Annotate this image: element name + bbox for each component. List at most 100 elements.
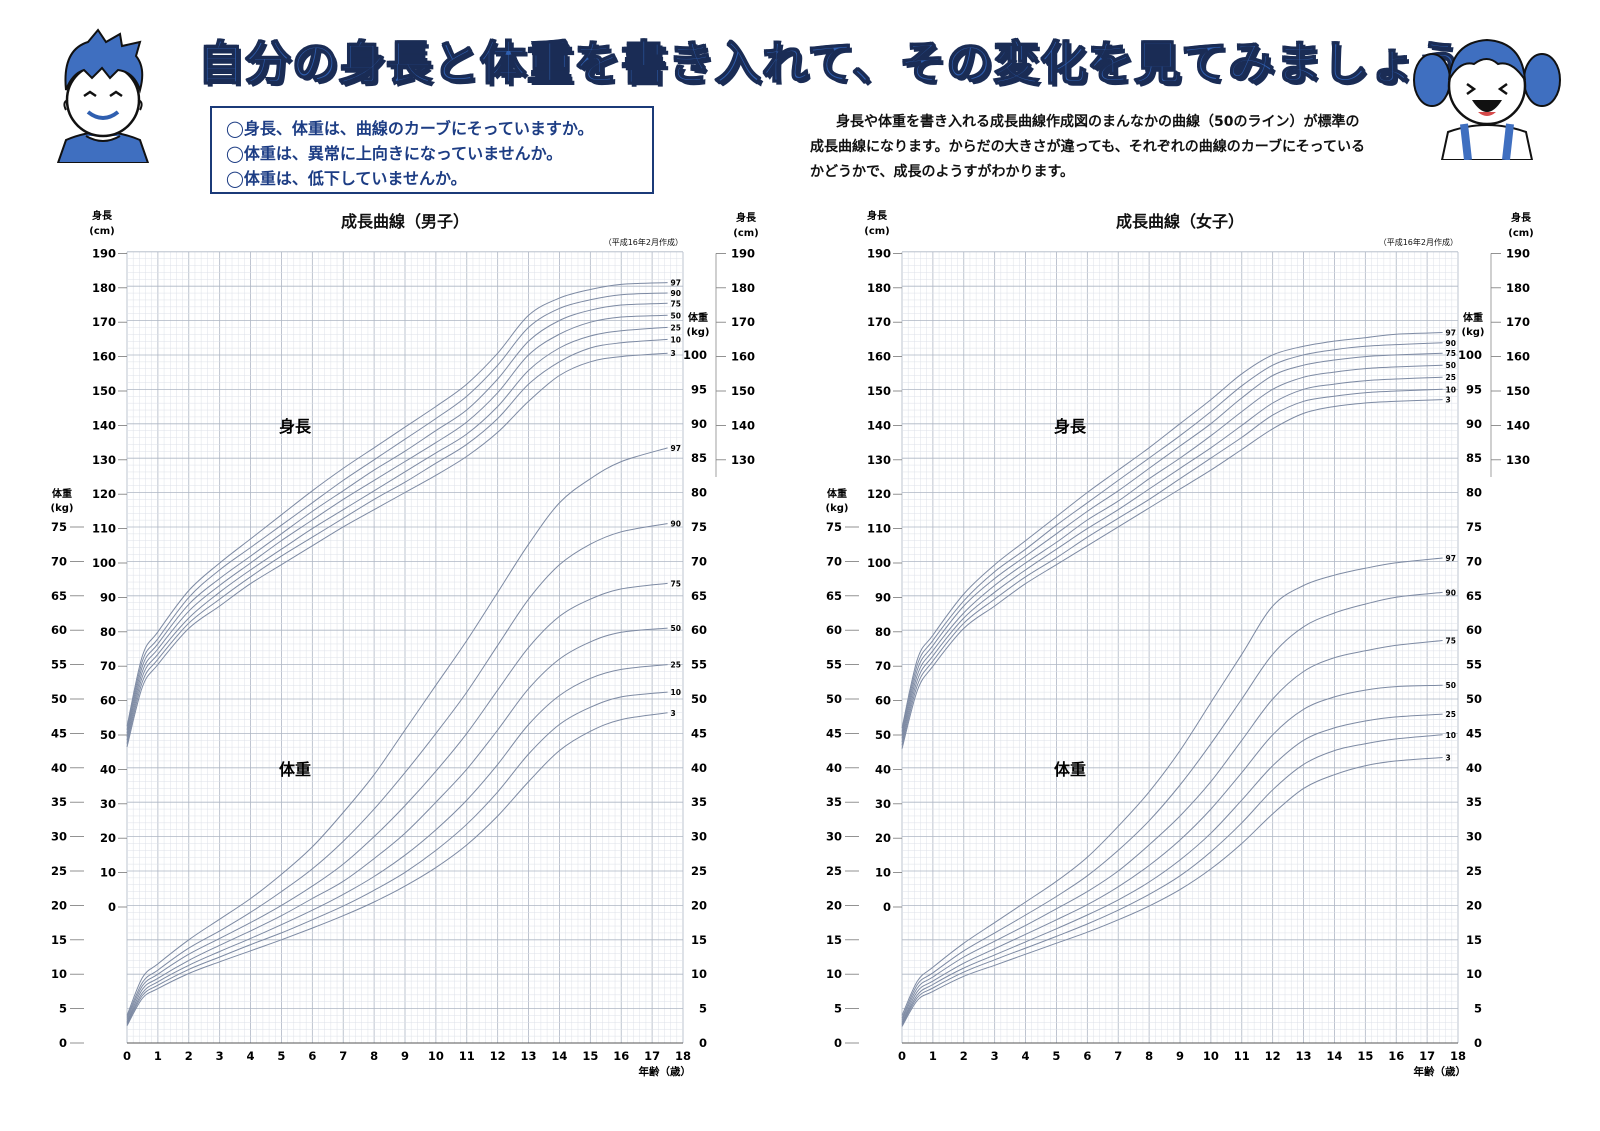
x-tick: 2: [185, 1049, 193, 1063]
x-tick: 8: [370, 1049, 378, 1063]
height-section-label: 身長: [279, 417, 312, 436]
left-height-tick: 50: [100, 728, 116, 742]
left-height-axis-label: 身長: [92, 209, 113, 222]
checklist-box: ◯身長、体重は、曲線のカーブにそっていますか。 ◯体重は、異常に上向きになってい…: [210, 106, 654, 194]
chart-note: （平成16年2月作成）: [1379, 237, 1458, 247]
right-weight-tick: 50: [1466, 692, 1482, 706]
height-section-label: 身長: [1054, 417, 1087, 436]
right-weight-tick: 15: [691, 933, 707, 947]
left-weight-tick: 65: [51, 589, 67, 603]
right-weight-axis-label: 体重: [1463, 311, 1483, 324]
x-tick: 4: [1022, 1049, 1030, 1063]
left-height-tick: 160: [867, 350, 891, 364]
right-weight-tick: 25: [1466, 864, 1482, 878]
weight-curve-10: [126, 691, 668, 1025]
weight-curve-50: [126, 627, 668, 1022]
right-height-tick: 140: [731, 418, 755, 432]
right-weight-tick: 80: [1466, 486, 1482, 500]
x-tick: 7: [1114, 1049, 1122, 1063]
left-height-tick: 140: [867, 418, 891, 432]
x-tick: 13: [521, 1049, 537, 1063]
right-height-tick: 190: [731, 246, 755, 260]
x-tick: 15: [582, 1049, 598, 1063]
left-weight-tick: 70: [826, 554, 842, 568]
left-height-tick: 180: [867, 281, 891, 295]
x-tick: 18: [1450, 1049, 1466, 1063]
left-height-tick: 130: [92, 453, 116, 467]
explanation-line: 成長曲線になります。からだの大きさが違っても、それぞれの曲線のカーブにそっている: [810, 139, 1365, 155]
weight-curve-label: 25: [671, 661, 681, 670]
left-weight-tick: 30: [826, 830, 842, 844]
left-weight-tick: 15: [51, 933, 67, 947]
height-curve-97: [901, 332, 1443, 729]
x-tick: 9: [1176, 1049, 1184, 1063]
x-tick: 10: [428, 1049, 444, 1063]
girl-mascot-icon: [1413, 38, 1561, 160]
height-curve-90: [901, 342, 1443, 732]
x-tick: 5: [277, 1049, 285, 1063]
right-weight-tick: 75: [1466, 520, 1482, 534]
x-tick: 8: [1145, 1049, 1153, 1063]
explanation-text: 身長や体重を書き入れる成長曲線作成図のまんなかの曲線（50のライン）が標準の 成…: [810, 110, 1406, 185]
left-height-tick: 50: [875, 728, 891, 742]
x-tick: 7: [339, 1049, 347, 1063]
x-tick: 3: [216, 1049, 224, 1063]
left-weight-tick: 50: [51, 692, 67, 706]
height-curve-75: [126, 302, 668, 734]
right-weight-tick: 90: [1466, 417, 1482, 431]
weight-curve-label: 25: [1446, 710, 1456, 719]
left-height-tick: 30: [875, 797, 891, 811]
explanation-line: かどうかで、成長のようすがわかります。: [810, 164, 1075, 180]
left-height-tick: 120: [867, 487, 891, 501]
height-curve-10: [126, 338, 668, 744]
right-weight-tick: 5: [1474, 1002, 1482, 1016]
right-height-tick: 160: [1506, 350, 1530, 364]
weight-curve-97: [901, 557, 1443, 1016]
right-height-tick: 150: [731, 384, 755, 398]
x-tick: 17: [644, 1049, 660, 1063]
left-weight-tick: 25: [51, 864, 67, 878]
x-tick: 4: [247, 1049, 255, 1063]
grid: [126, 251, 684, 1044]
left-weight-tick: 0: [59, 1036, 67, 1050]
x-tick: 1: [929, 1049, 937, 1063]
left-weight-tick: 5: [59, 1002, 67, 1016]
left-weight-axis-label: 体重: [827, 487, 847, 500]
left-height-tick: 40: [875, 762, 891, 776]
left-height-tick: 90: [875, 590, 891, 604]
right-weight-tick: 95: [691, 382, 707, 396]
right-height-tick: 150: [1506, 384, 1530, 398]
page-title: 自分の身長と体重を書き入れて、その変化を見てみましょう: [197, 35, 1464, 91]
right-weight-tick: 65: [691, 589, 707, 603]
left-height-tick: 0: [108, 900, 116, 914]
weight-curve-50: [901, 684, 1443, 1023]
height-curve-10: [901, 388, 1443, 746]
left-height-axis-unit: (cm): [864, 226, 890, 237]
left-weight-axis-unit: (kg): [51, 503, 74, 514]
x-tick: 14: [551, 1049, 567, 1063]
weight-curve-label: 3: [1446, 753, 1451, 762]
x-tick: 13: [1296, 1049, 1312, 1063]
left-height-tick: 60: [100, 694, 116, 708]
weight-curve-label: 50: [671, 624, 681, 633]
right-weight-tick: 20: [691, 898, 707, 912]
right-weight-tick: 85: [1466, 451, 1482, 465]
right-weight-axis-unit: (kg): [687, 327, 710, 338]
left-weight-tick: 40: [826, 761, 842, 775]
left-height-tick: 80: [100, 625, 116, 639]
height-curve-3: [901, 399, 1443, 749]
left-height-tick: 110: [92, 522, 116, 536]
weight-section-label: 体重: [1054, 760, 1086, 779]
left-height-axis-unit: (cm): [89, 226, 115, 237]
left-height-tick: 30: [100, 797, 116, 811]
right-weight-tick: 100: [1458, 348, 1482, 362]
right-weight-tick: 60: [1466, 623, 1482, 637]
x-tick: 12: [1265, 1049, 1281, 1063]
right-weight-tick: 30: [691, 830, 707, 844]
height-curve-97: [126, 282, 668, 727]
x-axis-label: 年齢（歳）: [639, 1065, 692, 1078]
left-height-tick: 140: [92, 418, 116, 432]
weight-curve-25: [126, 664, 668, 1024]
left-weight-tick: 20: [826, 898, 842, 912]
right-weight-tick: 60: [691, 623, 707, 637]
